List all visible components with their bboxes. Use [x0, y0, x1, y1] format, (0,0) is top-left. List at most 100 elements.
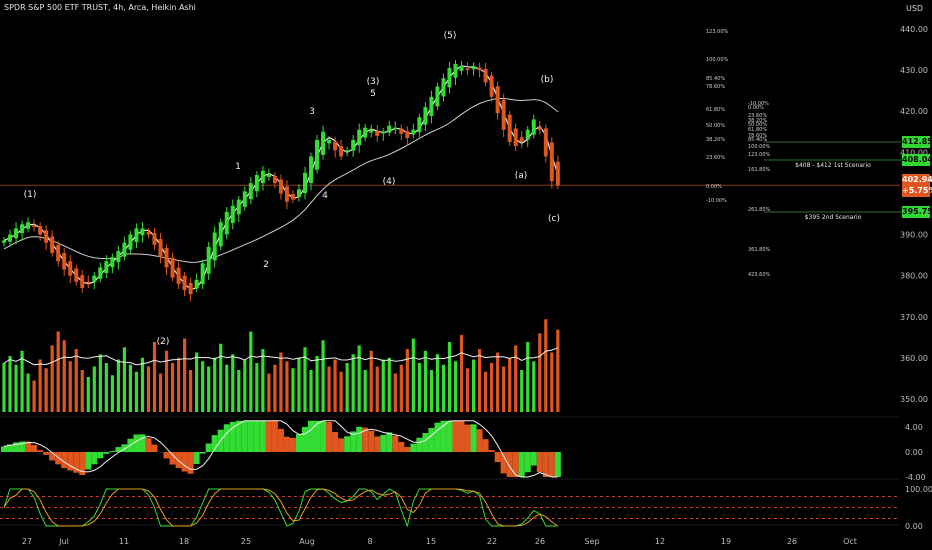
volume-bar	[32, 380, 36, 412]
candle-body	[272, 175, 277, 184]
wave-label: (3)	[367, 77, 380, 87]
time-axis-label: 15	[426, 537, 436, 546]
stochastic-panel	[0, 488, 900, 528]
price-axis-label: 390.00	[900, 231, 928, 240]
osc-bar	[115, 447, 122, 452]
stoch-axis-label: 0.00	[905, 522, 923, 531]
osc-bar	[332, 431, 339, 452]
price-axis-label: 420.00	[900, 107, 928, 116]
volume-bar	[98, 354, 102, 412]
candle-body	[507, 114, 512, 143]
candle-body	[236, 199, 241, 215]
volume-bar	[502, 366, 506, 412]
volume-ma	[3, 347, 558, 366]
candle-body	[345, 150, 350, 152]
volume-bar	[405, 349, 409, 412]
volume-bar	[56, 331, 60, 412]
candle-body	[68, 261, 73, 276]
candle-body	[86, 281, 91, 284]
candle-body	[501, 99, 506, 130]
candle-body	[218, 222, 223, 247]
candle-body	[513, 128, 518, 147]
fib-label-2: 50.00%	[748, 122, 767, 128]
slow-ma-line	[3, 97, 559, 263]
candle-body	[182, 275, 187, 291]
candle-body	[146, 231, 151, 235]
volume-bar	[146, 366, 151, 412]
osc-bar	[338, 438, 345, 452]
osc-bar	[145, 438, 152, 452]
volume-bar	[351, 354, 355, 412]
candle-body	[519, 137, 524, 143]
volume-bar	[255, 363, 259, 412]
osc-bar	[350, 431, 357, 452]
osc-bar	[259, 420, 266, 452]
candle-body	[483, 68, 488, 83]
volume-bar	[183, 338, 187, 412]
osc-bar	[458, 420, 465, 452]
volume-bar	[38, 359, 42, 412]
osc-bar	[494, 452, 501, 463]
osc-bar	[73, 452, 80, 473]
fib-label: 123.00%	[706, 29, 728, 35]
osc-bar	[344, 436, 351, 452]
candle-body	[399, 128, 404, 134]
volume-bar	[249, 331, 253, 412]
osc-bar	[404, 446, 411, 452]
osc-bar	[464, 424, 471, 452]
candle-body	[525, 129, 530, 140]
chart-title: SPDR S&P 500 ETF TRUST, 4h, Arca, Heikin…	[4, 3, 196, 12]
osc-bar	[7, 444, 14, 452]
volume-bar	[152, 342, 157, 412]
fib-label: 85.40%	[706, 76, 725, 82]
osc-bar	[530, 452, 537, 466]
osc-bar	[295, 434, 302, 452]
volume-ma-line	[3, 347, 558, 366]
time-axis-label: 18	[179, 537, 189, 546]
candle-body	[122, 242, 127, 257]
osc-bar	[326, 422, 333, 452]
candle-body	[206, 246, 211, 274]
fib-labels: 123.00%100.00%85.40%78.60%61.80%50.00%38…	[706, 29, 770, 278]
volume-bar	[279, 352, 283, 412]
candle-body	[387, 125, 392, 133]
candle-body	[531, 119, 536, 135]
volume-bar	[176, 357, 181, 412]
candle-body	[152, 233, 157, 245]
fib-label-2: 0.00%	[748, 105, 764, 111]
volume-bar	[309, 370, 313, 412]
osc-bar	[151, 444, 158, 452]
fib-label: 23.60%	[706, 155, 725, 161]
scenario-second-label: $395 2nd Scenario	[805, 214, 862, 221]
wave-label: 1	[235, 162, 241, 172]
volume-bar	[189, 370, 193, 412]
osc-bar	[103, 452, 110, 454]
fib-label-2: 361.80%	[748, 247, 770, 253]
stoch-d-line	[3, 488, 559, 527]
osc-bar	[392, 435, 399, 452]
volume-bar	[477, 349, 482, 412]
osc-bar	[314, 420, 321, 452]
price-axis-label: 370.00	[900, 313, 928, 322]
price-axis-label: 430.00	[900, 66, 928, 75]
volume-bar	[243, 359, 247, 412]
volume-bar	[321, 340, 325, 412]
volume-bar	[393, 373, 397, 412]
candle-body	[375, 131, 380, 136]
candle-body	[278, 179, 283, 194]
candle-body	[393, 127, 398, 130]
volume-bar	[44, 368, 48, 412]
fib-label: 78.60%	[706, 84, 725, 90]
wave-label: (c)	[548, 214, 560, 224]
osc-bar	[265, 420, 272, 452]
candle-body	[296, 189, 301, 197]
wave-label: (5)	[444, 31, 457, 41]
candle-body	[555, 161, 560, 186]
stoch-k-line	[3, 488, 558, 528]
scenario-first-label: $408 - $412 1st Scenario	[795, 162, 871, 169]
oscillator-histogram	[1, 420, 561, 477]
time-axis-label: Jul	[58, 537, 69, 546]
fib-label-2: 123.00%	[748, 152, 770, 158]
volume-bar	[8, 356, 12, 412]
